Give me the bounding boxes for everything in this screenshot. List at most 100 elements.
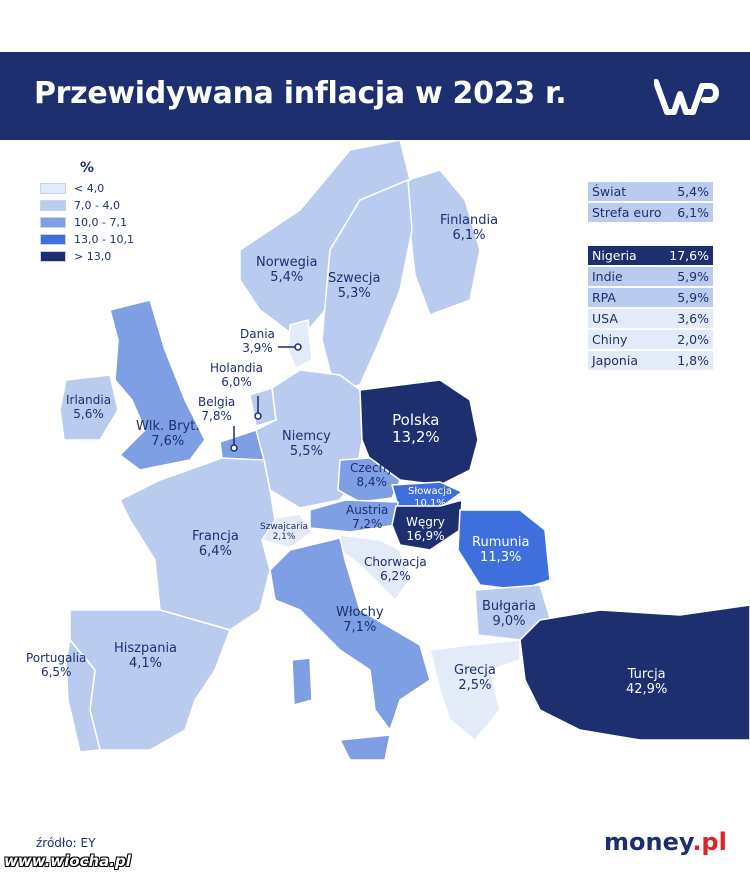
label-norwegia: Norwegia 5,4% [256, 255, 318, 286]
stat-name: RPA [592, 290, 616, 305]
map-polska [359, 379, 479, 486]
country-value: 2,1% [272, 532, 296, 543]
top-margin [0, 0, 750, 52]
legend-item: 7,0 - 4,0 [40, 197, 134, 214]
label-wlk-bryt: Wlk. Bryt. 7,6% [136, 419, 200, 450]
brand-suffix: .pl [692, 828, 727, 856]
map-irlandia [59, 374, 119, 441]
stat-name: USA [592, 311, 618, 326]
country-shapes [59, 140, 750, 761]
country-value: 13,2% [392, 428, 440, 447]
page-title: Przewidywana inflacja w 2023 r. [34, 76, 567, 111]
label-wegry: Węgry 16,9% [406, 515, 445, 544]
callout-dot-dania [294, 343, 302, 351]
map-wlochy-sicily [339, 734, 391, 761]
label-austria: Austria 7,2% [346, 503, 389, 532]
legend-label: 13,0 - 10,1 [74, 233, 134, 246]
map-wlk-bryt [109, 299, 206, 471]
europe-map [59, 140, 750, 761]
stat-row: Świat 5,4% [588, 182, 713, 201]
callout-dot-belgia [230, 444, 238, 452]
country-value: 5,4% [270, 269, 304, 285]
country-name: Hiszpania [114, 641, 178, 656]
country-name: Niemcy [282, 429, 331, 444]
map-grecja [429, 639, 521, 741]
country-name: Grecja [454, 663, 496, 678]
country-value: 7,1% [343, 619, 377, 635]
source-note: źródło: EY [36, 836, 96, 850]
stat-row: Strefa euro 6,1% [588, 203, 713, 222]
country-name: Austria [346, 503, 389, 517]
label-niemcy: Niemcy 5,5% [282, 429, 331, 460]
stat-name: Strefa euro [592, 205, 662, 220]
country-name: Francja [192, 529, 239, 544]
country-name: Słowacja [408, 486, 453, 497]
label-chorwacja: Chorwacja 6,2% [364, 555, 427, 584]
brand-logo: money.pl [604, 828, 727, 856]
stat-value: 3,6% [677, 311, 709, 326]
label-rumunia: Rumunia 11,3% [472, 535, 530, 566]
country-value: 6,2% [380, 568, 411, 583]
stat-value: 1,8% [677, 353, 709, 368]
country-name: Węgry [406, 515, 445, 529]
legend-label: 10,0 - 7,1 [74, 216, 127, 229]
legend: % < 4,0 7,0 - 4,0 10,0 - 7,1 13,0 - 10,1 > 1… [40, 160, 134, 265]
country-name: Bułgaria [482, 599, 536, 614]
country-name: Norwegia [256, 255, 318, 270]
stat-value: 6,1% [677, 205, 709, 220]
map-turcja [519, 604, 750, 741]
label-slowacja: Słowacja 10,1% [408, 486, 452, 509]
stat-value: 2,0% [677, 332, 709, 347]
stat-value: 5,9% [677, 290, 709, 305]
stat-name: Chiny [592, 332, 628, 347]
stat-row: RPA 5,9% [588, 288, 713, 307]
label-polska: Polska 13,2% [392, 411, 440, 447]
legend-label: > 13,0 [74, 250, 112, 263]
map-wegry [391, 499, 463, 551]
country-value: 6,1% [452, 227, 486, 243]
other-countries-table: Nigeria 17,6% Indie 5,9% RPA 5,9% USA 3,6% Chiny… [588, 246, 713, 372]
label-portugalia: Portugalia 6,5% [26, 651, 86, 680]
stat-value: 5,4% [677, 184, 709, 199]
map-finlandia [407, 169, 481, 316]
country-name: Czechy [350, 461, 394, 475]
country-name: Rumunia [472, 535, 530, 550]
country-name: Wlk. Bryt. [136, 419, 200, 434]
stat-row: Indie 5,9% [588, 267, 713, 286]
stat-row: Chiny 2,0% [588, 330, 713, 349]
label-szwecja: Szwecja 5,3% [328, 271, 381, 302]
stat-name: Nigeria [592, 248, 637, 263]
legend-item: < 4,0 [40, 180, 134, 197]
legend-swatch [40, 183, 66, 194]
country-name: Polska [392, 411, 440, 429]
country-value: 2,5% [458, 677, 492, 693]
label-hiszpania: Hiszpania 4,1% [114, 641, 178, 672]
legend-item: 10,0 - 7,1 [40, 214, 134, 231]
map-czechy [337, 457, 401, 503]
label-belgia: Belgia 7,8% [198, 395, 235, 424]
country-value: 6,5% [40, 664, 72, 679]
map-baltics [419, 319, 471, 391]
country-value: 4,1% [129, 655, 163, 671]
world-stats-table: Świat 5,4% Strefa euro 6,1% [588, 182, 713, 224]
label-turcja: Turcja 42,9% [626, 667, 668, 698]
stat-name: Indie [592, 269, 623, 284]
country-name: Włochy [336, 605, 384, 620]
brand-main: money [604, 828, 693, 856]
country-value: 42,9% [626, 681, 668, 697]
header-banner: Przewidywana inflacja w 2023 r. [0, 52, 750, 140]
legend-item: > 13,0 [40, 248, 134, 265]
watermark: www.wiocha.pl [4, 852, 131, 870]
callout-lines [230, 343, 302, 452]
wp-logo [654, 79, 719, 115]
label-bulgaria: Bułgaria 9,0% [482, 599, 536, 630]
label-francja: Francja 6,4% [192, 529, 239, 560]
country-name: Finlandia [440, 213, 499, 228]
legend-swatch [40, 200, 66, 211]
stat-row: Japonia 1,8% [588, 351, 713, 370]
legend-label: 7,0 - 4,0 [74, 199, 120, 212]
country-value: 7,6% [151, 433, 185, 449]
country-name: Szwecja [328, 271, 381, 286]
country-name: Dania [240, 327, 275, 341]
country-value: 9,0% [492, 613, 526, 629]
